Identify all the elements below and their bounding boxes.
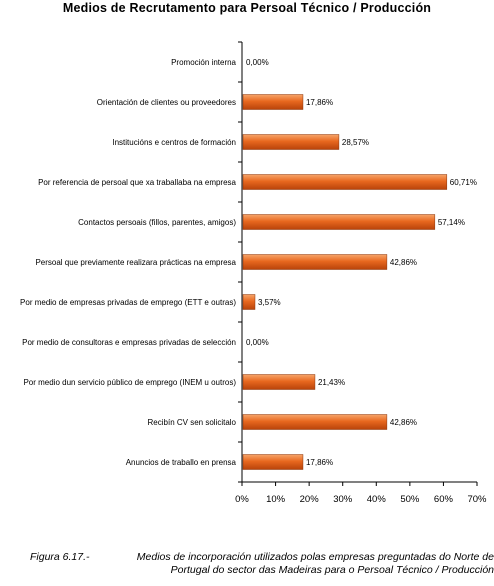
bar-chart: 0% 10% 20% 30% 40% 50% 60% 70% Promoción interna… — [20, 41, 487, 505]
bar — [242, 214, 436, 230]
bar — [242, 454, 304, 470]
value-label: 42,86% — [390, 258, 417, 267]
caption-text: Medios de incorporación utilizados polas… — [136, 551, 494, 576]
value-label: 17,86% — [306, 458, 333, 467]
bar — [242, 94, 304, 110]
value-label: 21,43% — [318, 378, 345, 387]
plot-area: 0% 10% 20% 30% 40% 50% 60% 70% Promoción interna… — [20, 41, 487, 505]
value-label: 3,57% — [258, 298, 281, 307]
category-label: Recibín CV sen solicitalo — [148, 418, 237, 427]
category-label: Promoción interna — [171, 58, 236, 67]
bar — [242, 254, 388, 270]
value-label: 28,57% — [342, 138, 369, 147]
value-label: 60,71% — [450, 178, 477, 187]
bar — [242, 134, 340, 150]
bar — [242, 374, 316, 390]
x-tick-label: 20% — [300, 494, 320, 505]
value-label: 0,00% — [246, 338, 269, 347]
x-tick-label: 60% — [434, 494, 454, 505]
category-label: Anuncios de traballo en prensa — [126, 458, 237, 467]
category-label: Contactos persoais (fillos, parentes, am… — [78, 218, 236, 227]
value-label: 0,00% — [246, 58, 269, 67]
category-label: Orientación de clientes ou proveedores — [97, 98, 236, 107]
category-label: Por medio dun servicio público de empreg… — [23, 378, 236, 387]
value-label: 42,86% — [390, 418, 417, 427]
category-label: Por medio de consultoras e empresas priv… — [22, 338, 236, 347]
category-label: Por medio de empresas privadas de empreg… — [20, 298, 236, 307]
category-label: Institucións e centros de formación — [112, 138, 236, 147]
x-tick-label: 50% — [400, 494, 420, 505]
x-tick-label: 30% — [333, 494, 353, 505]
x-tick-label: 40% — [367, 494, 387, 505]
category-label: Persoal que previamente realizara prácti… — [35, 258, 236, 267]
bar — [242, 414, 388, 430]
x-tick-label: 10% — [266, 494, 286, 505]
value-label: 57,14% — [438, 218, 465, 227]
x-tick-label: 0% — [235, 494, 249, 505]
value-label: 17,86% — [306, 98, 333, 107]
caption-figure-number: Figura 6.17.- — [30, 551, 90, 563]
bar — [242, 294, 256, 310]
category-label: Por referencia de persoal que xa traball… — [38, 178, 236, 187]
chart-title: Medios de Recrutamento para Persoal Técn… — [62, 1, 432, 15]
bar — [242, 174, 448, 190]
x-tick-label: 70% — [467, 494, 487, 505]
